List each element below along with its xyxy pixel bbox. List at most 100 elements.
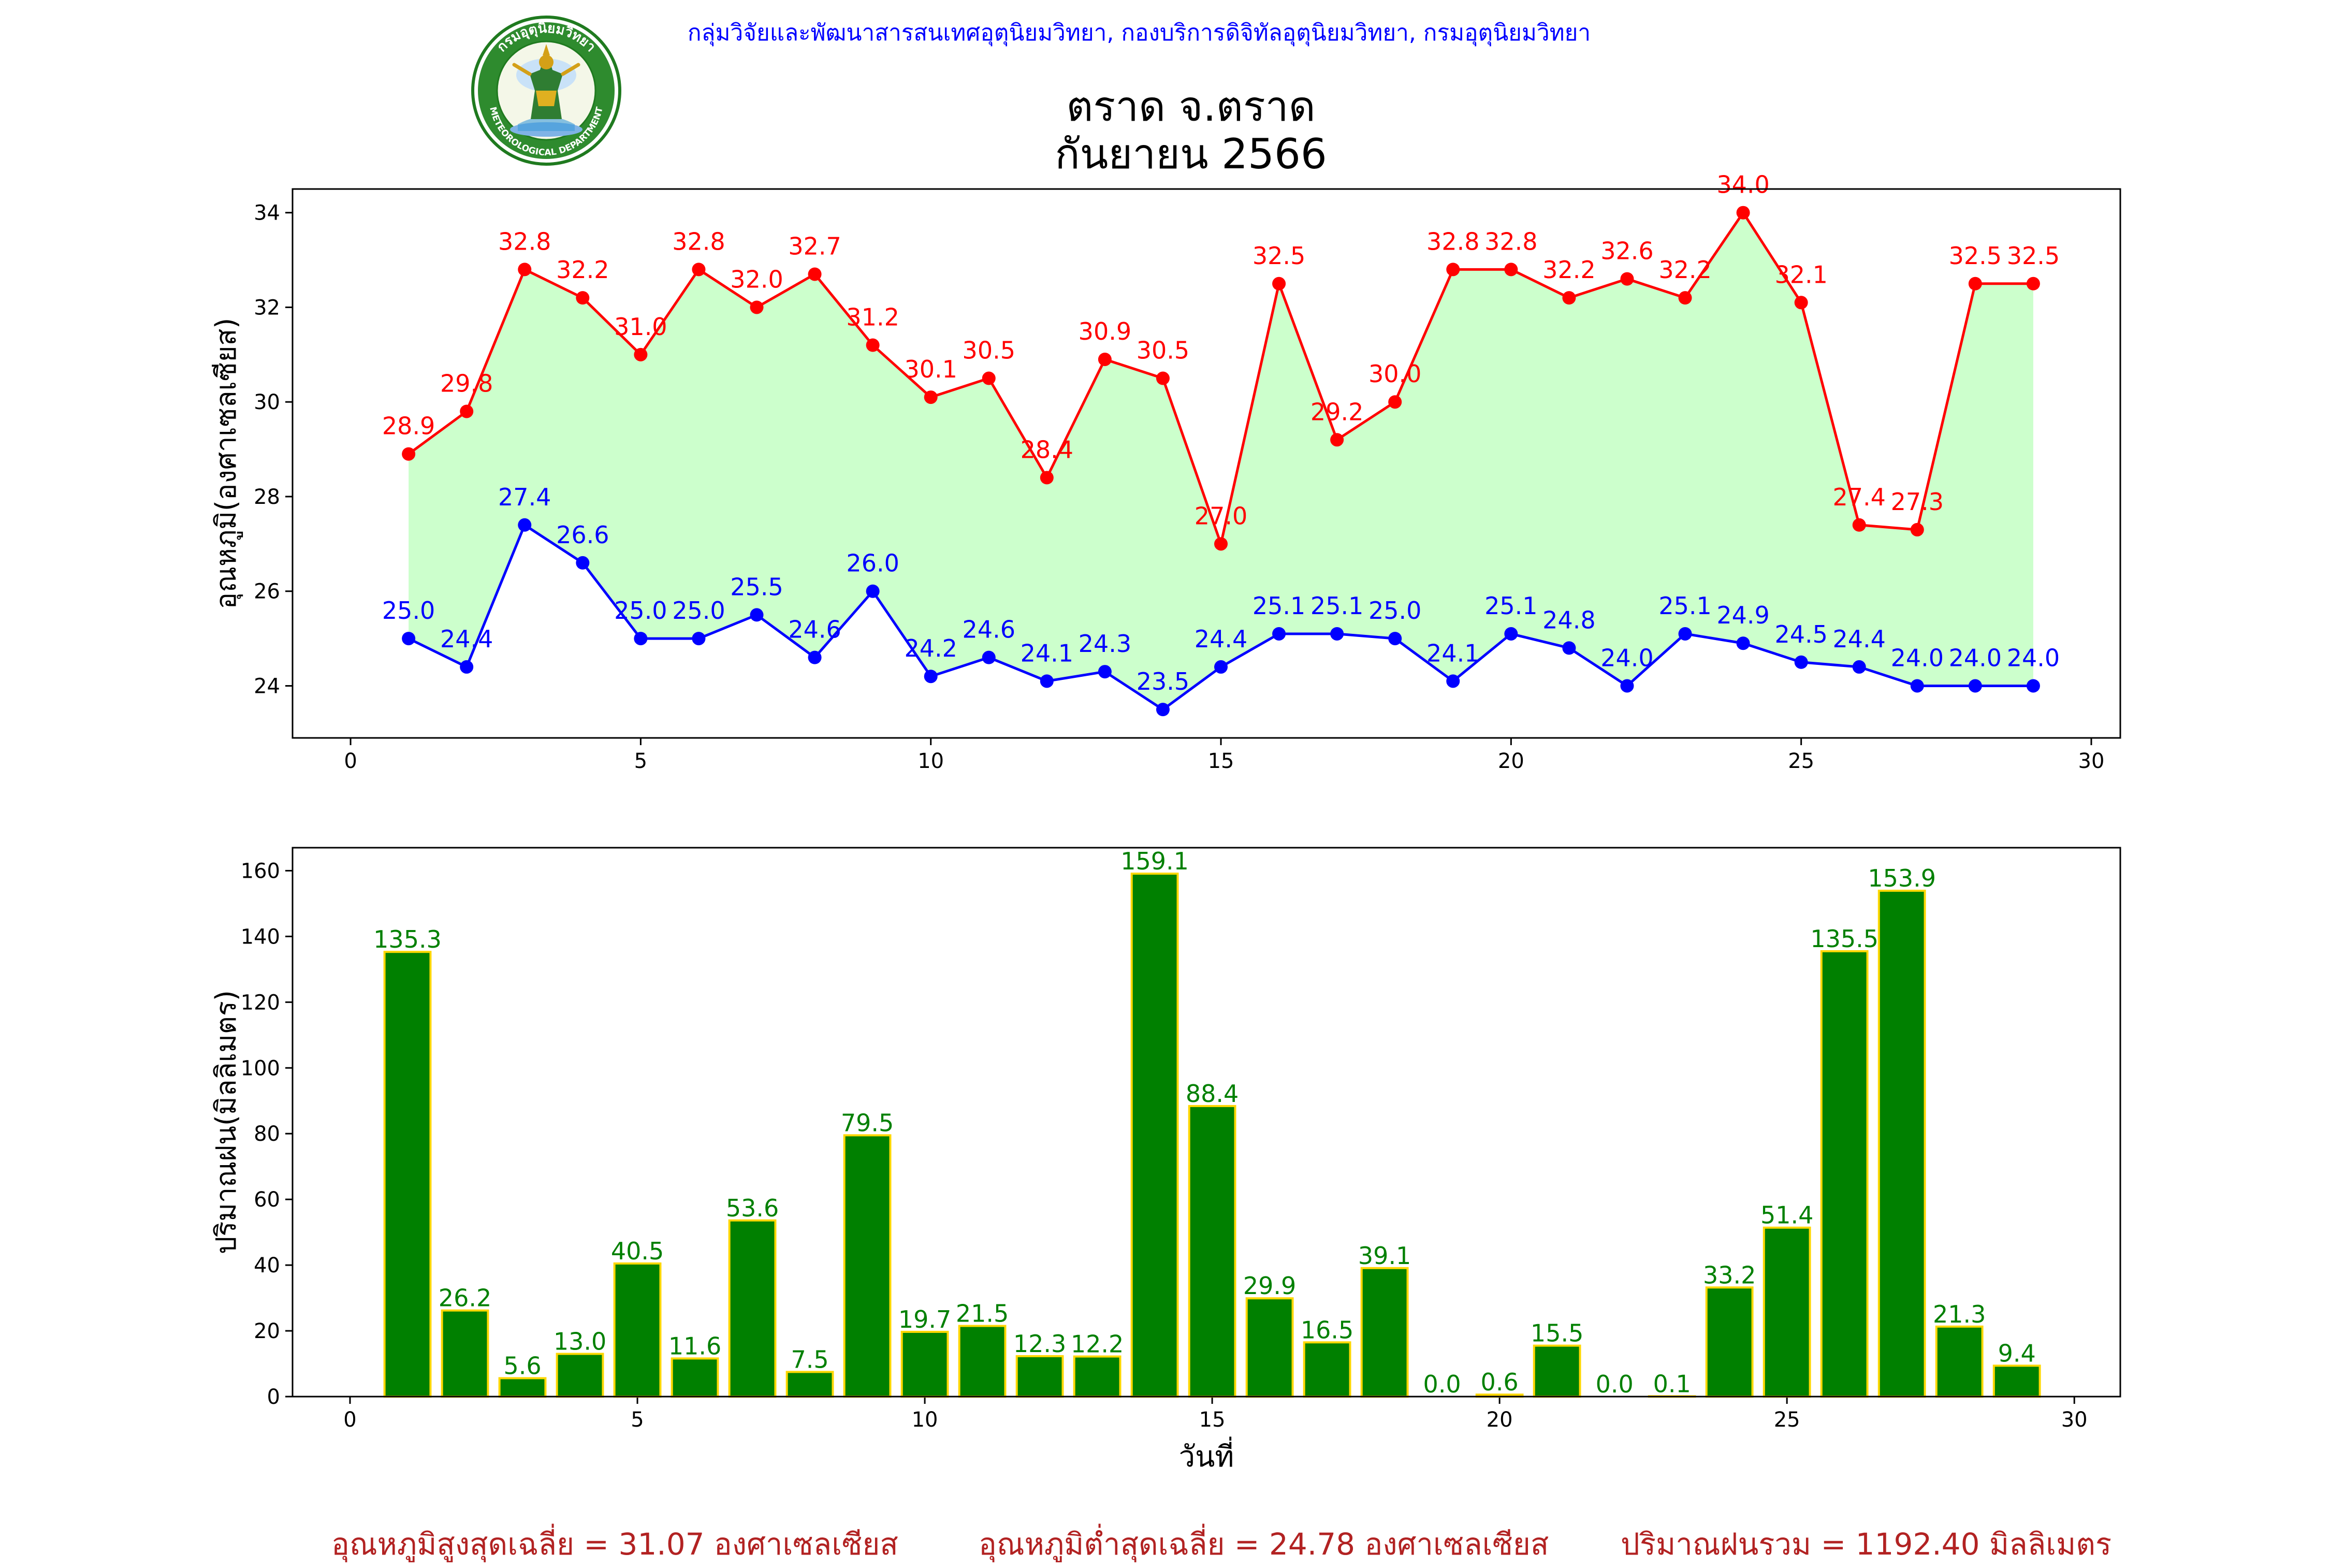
rainfall-bar	[843, 1134, 892, 1398]
temp-x-tick-label: 15	[1208, 749, 1234, 773]
rain-y-tick-label: 80	[254, 1122, 280, 1146]
average-min-temperature: อุณหภูมิต่ำสุดเฉลี่ย = 24.78 องศาเซลเซีย…	[979, 1527, 1549, 1562]
min-temperature-point	[1968, 679, 1982, 693]
max-temperature-data-label: 27.3	[1891, 488, 1944, 516]
min-temperature-point	[576, 556, 590, 570]
rainfall-bar	[671, 1357, 719, 1398]
min-temperature-data-label: 24.6	[963, 616, 1015, 644]
rainfall-data-label: 135.5	[1810, 925, 1878, 953]
temp-x-tick-label: 5	[634, 749, 647, 773]
max-temperature-point	[518, 263, 532, 277]
min-temperature-data-label: 24.0	[2007, 644, 2060, 672]
rainfall-data-label: 0.1	[1653, 1370, 1691, 1398]
max-temperature-data-label: 32.1	[1774, 260, 1827, 288]
min-temperature-point	[1910, 679, 1924, 693]
rainfall-data-label: 21.3	[1933, 1300, 1986, 1328]
rain-x-tick-label: 5	[631, 1408, 644, 1432]
rainfall-bar	[1015, 1355, 1064, 1398]
min-temperature-data-label: 26.0	[846, 549, 899, 577]
rainfall-bar	[1935, 1325, 1984, 1398]
rain-x-tick-label: 20	[1487, 1408, 1513, 1432]
rainfall-bar	[1245, 1297, 1294, 1398]
max-temperature-point	[1040, 471, 1054, 485]
min-temperature-point	[750, 608, 764, 622]
rainfall-data-label: 26.2	[439, 1284, 491, 1312]
max-temperature-point	[1214, 537, 1228, 551]
max-temperature-data-label: 32.8	[1426, 227, 1479, 255]
max-temperature-point	[460, 404, 474, 418]
min-temperature-point	[1272, 627, 1286, 641]
min-temperature-point	[982, 650, 996, 664]
min-temperature-data-label: 24.1	[1426, 639, 1479, 667]
min-temperature-point	[1040, 674, 1054, 688]
min-temperature-point	[1388, 632, 1402, 646]
rain-y-tick-label: 40	[254, 1254, 280, 1277]
rainfall-bar	[1188, 1105, 1236, 1398]
min-temperature-data-label: 24.5	[1774, 620, 1827, 648]
rainfall-data-label: 159.1	[1120, 847, 1189, 875]
temp-x-tick-label: 10	[918, 749, 944, 773]
rainfall-data-label: 51.4	[1760, 1201, 1813, 1229]
temp-x-tick-label: 30	[2078, 749, 2105, 773]
rainfall-data-label: 5.6	[503, 1352, 541, 1380]
min-temperature-data-label: 24.1	[1021, 639, 1073, 667]
rain-y-tick-label: 60	[254, 1188, 280, 1212]
max-temperature-data-label: 28.4	[1021, 435, 1073, 463]
min-temperature-data-label: 24.2	[904, 634, 957, 662]
rainfall-data-label: 9.4	[1998, 1339, 2036, 1367]
min-temperature-point	[808, 650, 822, 664]
temp-y-tick-label: 24	[254, 674, 280, 698]
max-temperature-data-label: 30.0	[1368, 360, 1421, 388]
rainfall-bar	[498, 1377, 547, 1398]
temp-y-tick-label: 30	[254, 390, 280, 414]
max-temperature-point	[982, 371, 996, 385]
max-temperature-point	[576, 291, 590, 305]
max-temperature-point	[1098, 352, 1112, 366]
rainfall-bar	[613, 1262, 662, 1398]
rainfall-data-label: 153.9	[1868, 864, 1936, 892]
max-temperature-data-label: 32.8	[672, 227, 725, 255]
min-temperature-data-label: 25.1	[1253, 592, 1305, 620]
max-temperature-point	[1562, 291, 1576, 305]
min-temperature-point	[866, 584, 880, 598]
rainfall-bar	[1820, 950, 1869, 1398]
max-temperature-point	[1504, 263, 1518, 277]
rainfall-bar	[441, 1309, 489, 1398]
rainfall-plot-frame	[292, 847, 2121, 1398]
max-temperature-data-label: 27.0	[1195, 502, 1247, 530]
min-temperature-point	[1620, 679, 1634, 693]
rainfall-data-label: 11.6	[668, 1332, 721, 1360]
max-temperature-data-label: 32.2	[1542, 256, 1595, 284]
temperature-range-fill	[409, 212, 2033, 710]
max-temperature-data-label: 29.8	[440, 369, 493, 397]
rainfall-data-label: 29.9	[1243, 1272, 1296, 1300]
max-temperature-data-label: 32.7	[788, 232, 841, 260]
rain-y-tick-label: 140	[241, 925, 280, 949]
rainfall-data-label: 13.0	[554, 1327, 606, 1355]
rainfall-data-label: 0.6	[1481, 1368, 1519, 1396]
max-temperature-point	[1794, 296, 1808, 310]
rainfall-data-label: 7.5	[791, 1345, 828, 1373]
rainfall-chart: 0 5 10 15 20 25 30 0 20 40 60 80 100 120 140 160 ปริมาณฝ…	[210, 847, 2121, 1474]
rain-x-tick-label: 30	[2061, 1408, 2088, 1432]
max-temperature-data-label: 27.4	[1833, 483, 1886, 511]
rainfall-data-label: 15.5	[1531, 1319, 1583, 1347]
max-temperature-data-label: 34.0	[1716, 171, 1769, 199]
min-temperature-point	[634, 632, 648, 646]
temperature-chart: 0 5 10 15 20 25 30 24 26 28 30 32 34 อุณหภูมิ(องศาเซล…	[210, 171, 2121, 773]
max-temperature-data-label: 30.5	[1137, 337, 1189, 365]
max-temperature-data-label: 30.1	[904, 355, 957, 383]
min-temperature-point	[1736, 636, 1750, 650]
rainfall-data-label: 135.3	[373, 925, 442, 953]
min-temperature-point	[402, 632, 416, 646]
max-temperature-point	[1910, 522, 1924, 536]
rainfall-bar	[1533, 1344, 1581, 1398]
max-temperature-point	[1156, 371, 1170, 385]
min-temperature-data-label: 25.0	[382, 597, 435, 625]
rainfall-data-label: 12.3	[1013, 1330, 1066, 1358]
rainfall-data-label: 79.5	[841, 1109, 894, 1137]
min-temperature-data-label: 25.1	[1484, 592, 1537, 620]
rainfall-data-label: 19.7	[898, 1305, 951, 1333]
max-temperature-data-label: 32.8	[498, 227, 551, 255]
